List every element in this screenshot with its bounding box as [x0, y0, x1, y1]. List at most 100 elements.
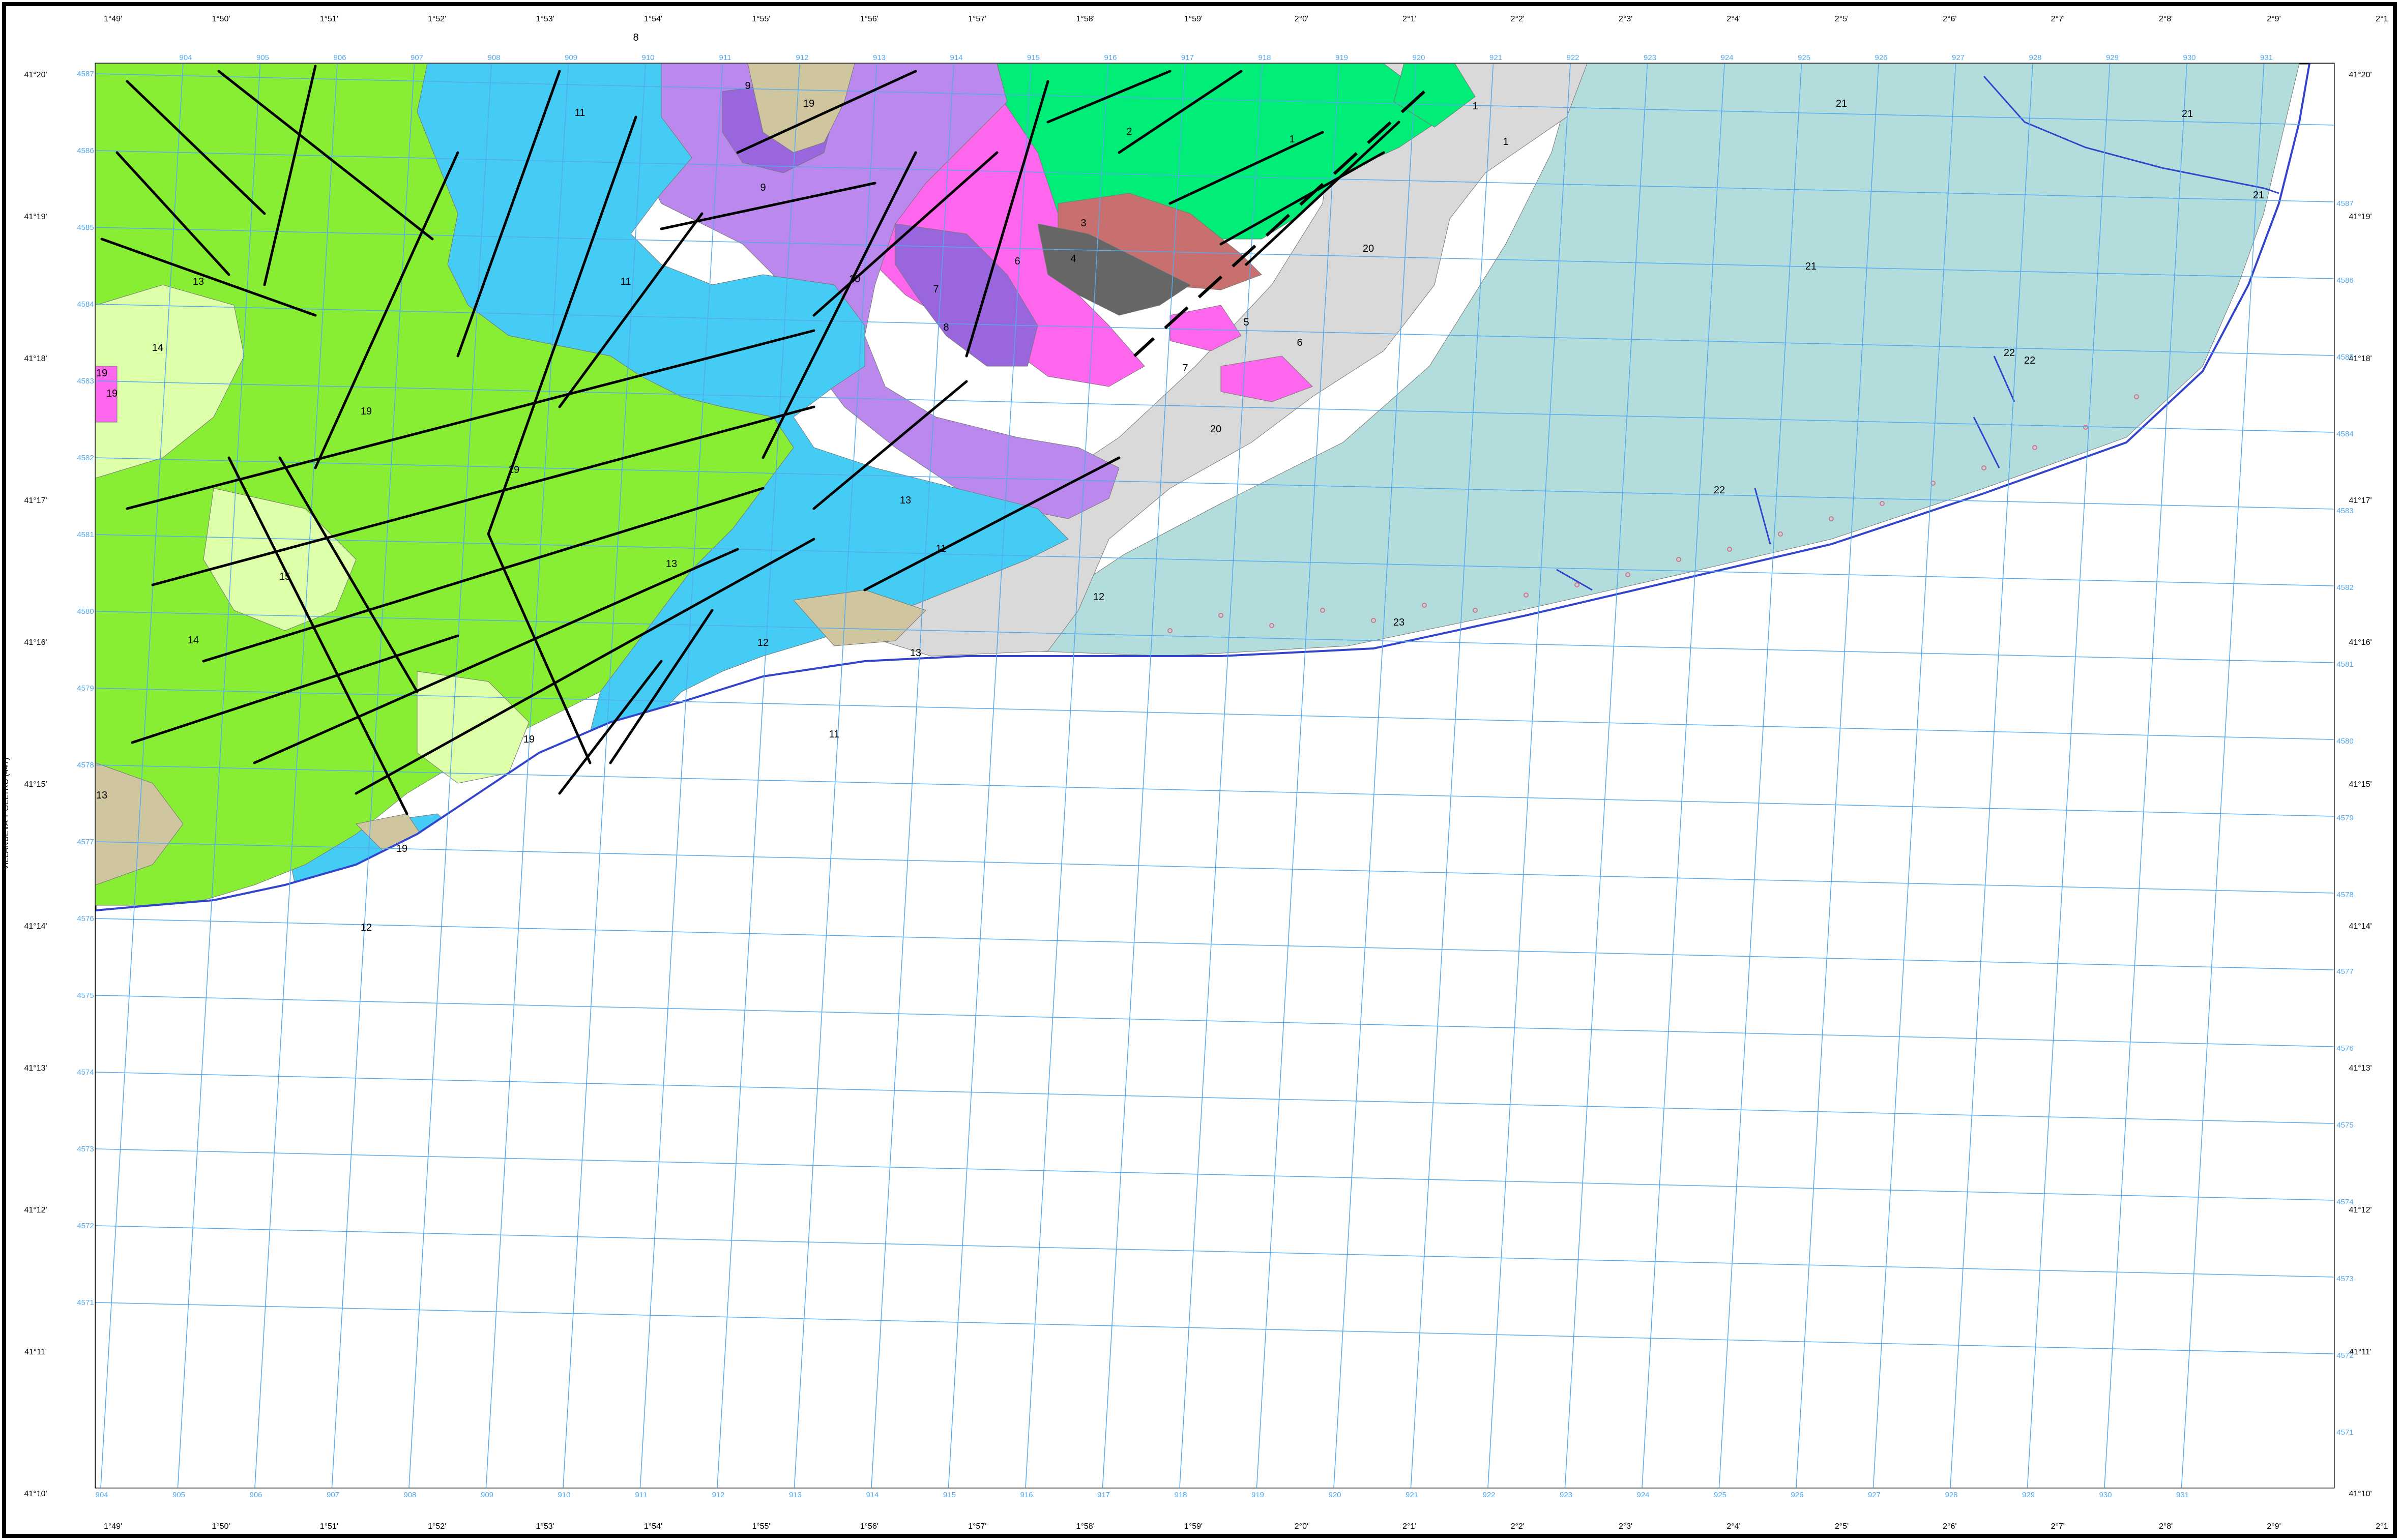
unit-label: 13 — [193, 276, 204, 287]
lon-tick-top: 1°59' — [1184, 15, 1203, 23]
utm-x-label-bottom: 928 — [1945, 1491, 1957, 1499]
unit-label: 20 — [1210, 424, 1221, 435]
unit-label: 15 — [279, 571, 290, 582]
utm-x-label-top: 929 — [2106, 53, 2119, 62]
lat-tick-left: 41°14' — [24, 922, 47, 931]
utm-x-label-bottom: 918 — [1174, 1491, 1187, 1499]
unit-label: 12 — [361, 922, 372, 933]
grid-line-vertical — [1333, 63, 1417, 1488]
unit-label: 20 — [1363, 243, 1374, 254]
utm-y-label-left: 4572 — [77, 1222, 94, 1230]
lon-tick-top: 1°51' — [320, 15, 338, 23]
unit-labels: 1112345667788991011111111121212131313131… — [96, 32, 2264, 933]
unit-8-polygon-b — [895, 223, 1038, 367]
grid-line-vertical — [2027, 63, 2111, 1488]
lat-tick-right: 41°20' — [2349, 71, 2372, 79]
utm-x-label-bottom: 929 — [2022, 1491, 2035, 1499]
grid-line-horizontal — [95, 841, 2334, 894]
grid-line-vertical — [177, 63, 261, 1488]
grid-line-vertical — [948, 63, 1032, 1488]
utm-x-label-top: 909 — [565, 53, 577, 62]
unit-label: 19 — [106, 388, 118, 399]
unit-label: 14 — [188, 635, 199, 646]
lat-tick-right: 41°17' — [2349, 496, 2372, 505]
lat-tick-right: 41°11' — [2349, 1348, 2372, 1356]
unit-19-polygon — [747, 63, 855, 153]
coordinate-labels: 1°49' 1°49' 1°50' 1°50' 1°51' 1°51' 1°52' 1°52'… — [24, 15, 2388, 1531]
dashed-fault — [1133, 90, 1426, 358]
grid-line-vertical — [1950, 63, 2033, 1488]
utm-y-label-right: 4579 — [2336, 814, 2353, 822]
utm-x-label-top: 919 — [1335, 53, 1348, 62]
unit-label: 13 — [910, 647, 921, 659]
unit-label: 13 — [900, 495, 911, 506]
utm-x-label-bottom: 922 — [1482, 1491, 1495, 1499]
unit-13-polygon — [95, 63, 794, 906]
grid-line-horizontal — [95, 227, 2334, 279]
lon-tick-bottom: 2°1' — [1402, 1522, 1416, 1531]
unit-15-polygon — [95, 366, 118, 423]
utm-y-label-right: 4574 — [2336, 1198, 2353, 1206]
utm-x-label-top: 927 — [1952, 53, 1965, 62]
grid-line-vertical — [717, 63, 800, 1488]
lon-tick-top: 1°52' — [428, 15, 446, 23]
grid-line-vertical — [1410, 63, 1494, 1488]
unit-label: 12 — [1093, 591, 1104, 603]
unit-label: 11 — [575, 107, 586, 119]
grid-line-vertical — [1102, 63, 1186, 1488]
lat-tick-left: 41°11' — [24, 1348, 47, 1356]
utm-x-label-bottom: 921 — [1406, 1491, 1418, 1499]
unit-label: 13 — [666, 558, 677, 570]
grid-line-vertical — [1718, 63, 1802, 1488]
unit-label: 2 — [1126, 126, 1132, 137]
utm-y-label-right: 4586 — [2336, 276, 2353, 285]
unit-label: 19 — [396, 843, 407, 854]
lon-tick-bottom: 1°51' — [320, 1522, 338, 1531]
lon-tick-top: 2°6' — [1943, 15, 1956, 23]
unit-label: 22 — [1714, 485, 1725, 496]
river-channel — [1983, 76, 2279, 194]
utm-x-label-top: 911 — [719, 53, 731, 62]
utm-x-label-top: 926 — [1875, 53, 1887, 62]
utm-y-label-left: 4581 — [77, 530, 94, 539]
lon-tick-top: 2°4' — [1726, 15, 1740, 23]
grid-line-horizontal — [95, 918, 2334, 970]
unit-label: 9 — [745, 80, 750, 92]
utm-y-label-left: 4579 — [77, 684, 94, 693]
lon-tick-top: 2°1' — [1402, 15, 1416, 23]
utm-x-label-bottom: 917 — [1097, 1491, 1110, 1499]
utm-x-label-bottom: 905 — [172, 1491, 185, 1499]
utm-y-label-left: 4580 — [77, 607, 94, 616]
utm-x-label-top: 920 — [1412, 53, 1425, 62]
utm-x-label-top: 930 — [2183, 53, 2196, 62]
lat-tick-left: 41°12' — [24, 1206, 47, 1215]
unit-label: 21 — [2253, 190, 2264, 201]
unit-label: 11 — [936, 543, 947, 554]
unit-label: 22 — [2024, 355, 2035, 366]
utm-y-label-right: 4572 — [2336, 1351, 2353, 1360]
unit-label: 12 — [757, 637, 769, 648]
utm-x-label-top: 928 — [2029, 53, 2041, 62]
lat-tick-left: 41°19' — [24, 213, 47, 221]
utm-y-label-left: 4573 — [77, 1145, 94, 1153]
utm-x-label-top: 908 — [487, 53, 500, 62]
unit-label: 8 — [943, 322, 949, 333]
lat-tick-left: 41°16' — [24, 638, 47, 647]
utm-x-label-bottom: 912 — [712, 1491, 724, 1499]
unit-label: 3 — [1080, 218, 1086, 229]
utm-y-label-left: 4582 — [77, 454, 94, 462]
utm-y-label-left: 4585 — [77, 223, 94, 232]
lon-tick-top: 2°9' — [2267, 15, 2280, 23]
grid-line-horizontal — [95, 1302, 2334, 1354]
grid-line-vertical — [1179, 63, 1263, 1488]
sheet-side-label: VILLANUEVA Y GELTRU (447) — [2, 757, 10, 870]
lat-tick-right: 41°15' — [2349, 780, 2372, 789]
grid-line-vertical — [1796, 63, 1879, 1488]
unit-label: 22 — [2004, 347, 2015, 359]
unit-14-polygon — [95, 284, 245, 479]
utm-x-label-top: 916 — [1104, 53, 1117, 62]
utm-x-label-bottom: 904 — [95, 1491, 108, 1499]
utm-y-label-right: 4584 — [2336, 430, 2353, 438]
grid-line-horizontal — [95, 1148, 2334, 1201]
utm-x-label-top: 912 — [796, 53, 808, 62]
